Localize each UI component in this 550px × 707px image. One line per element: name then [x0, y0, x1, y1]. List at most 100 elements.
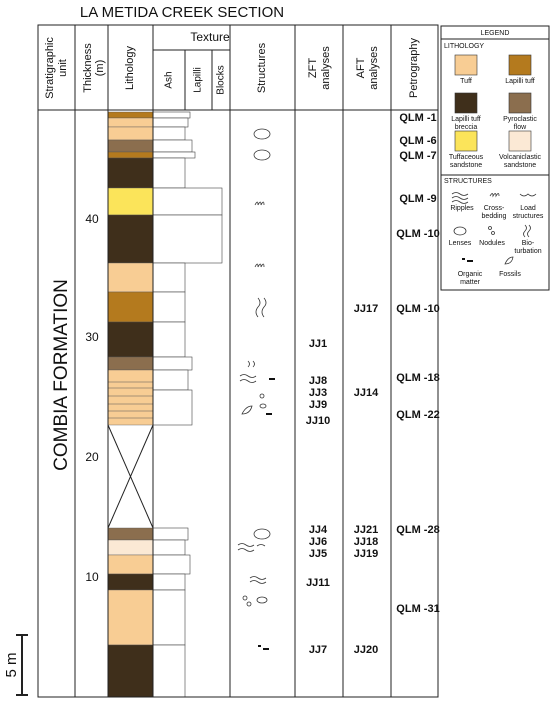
- legend-swatch: [508, 92, 532, 114]
- legend-label: sandstone: [504, 162, 536, 169]
- header-unit: Stratigraphic: [44, 37, 56, 99]
- legend-label: Lapilli tuff: [451, 116, 481, 123]
- legend-label: flow: [514, 124, 527, 131]
- layer: [107, 539, 154, 556]
- legend-label: Tuff: [460, 78, 472, 85]
- legend-label: Lapilli tuff: [505, 78, 535, 85]
- layer: [107, 151, 154, 159]
- layer: [107, 214, 154, 264]
- aft-sample: JJ20: [354, 644, 378, 656]
- header-texture: Texture: [190, 30, 230, 44]
- zft-sample: JJ11: [306, 577, 330, 589]
- thickness-tick: 20: [85, 450, 99, 464]
- layer: [107, 644, 154, 698]
- texture-bed: [152, 111, 191, 119]
- texture-bed: [152, 139, 193, 153]
- legend-label: structures: [513, 213, 544, 220]
- header-lithology: Lithology: [124, 45, 136, 90]
- layer: [107, 187, 154, 216]
- legend-label: Lenses: [449, 240, 472, 247]
- legend-label: Tuffaceous: [449, 154, 484, 161]
- texture-column: [152, 111, 223, 698]
- header-aft: analyses: [368, 46, 380, 90]
- legend-label: Bio-: [522, 240, 535, 247]
- organic-matter: [258, 378, 275, 650]
- layer: [107, 117, 154, 128]
- header-zft: analyses: [320, 46, 332, 90]
- petrography-sample: QLM -9: [399, 193, 436, 205]
- texture-bed: [152, 589, 186, 646]
- legend-swatch: [508, 130, 532, 152]
- legend-label: Ripples: [450, 205, 474, 212]
- scale-label: 5 m: [3, 652, 20, 677]
- petrography-sample: QLM -6: [399, 135, 436, 147]
- legend: LEGEND LITHOLOGY Tuff Lapilli tuff Lapilli t…: [440, 25, 550, 291]
- legend-label: Fossils: [499, 271, 521, 278]
- zft-sample: JJ1: [309, 338, 327, 350]
- legend-swatch: [508, 54, 532, 76]
- layer: [107, 369, 154, 426]
- aft-sample: JJ17: [354, 303, 378, 315]
- header-texture-sub: Blocks: [216, 65, 227, 94]
- header-unit: unit: [57, 59, 69, 77]
- texture-bed: [152, 151, 196, 159]
- layer: [107, 139, 154, 153]
- texture-bed: [152, 157, 186, 189]
- texture-bed: [152, 573, 186, 591]
- header-aft: AFT: [355, 57, 367, 78]
- texture-bed: [152, 262, 186, 293]
- texture-bed: [152, 291, 186, 323]
- layer: [107, 589, 154, 646]
- header-structures: Structures: [256, 42, 268, 93]
- petrography-sample: QLM -18: [396, 372, 439, 384]
- texture-bed: [152, 527, 189, 541]
- legend-section: LITHOLOGY: [444, 43, 484, 50]
- layer: [107, 356, 154, 371]
- aft-sample: JJ21: [354, 524, 378, 536]
- layer: [107, 527, 154, 541]
- thickness-tick: 10: [85, 570, 99, 584]
- aft-sample: JJ19: [354, 548, 378, 560]
- title: LA METIDA CREEK SECTION: [80, 4, 284, 21]
- zft-sample: JJ9: [309, 399, 327, 411]
- legend-label: Load: [520, 205, 536, 212]
- legend-label: Pyroclastic: [503, 116, 537, 123]
- legend-label: breccia: [455, 124, 478, 131]
- header-zft: ZFT: [307, 58, 319, 78]
- petrography-sample: QLM -7: [399, 150, 436, 162]
- legend-label: turbation: [514, 248, 541, 255]
- texture-bed: [152, 644, 186, 698]
- legend-swatch: [454, 54, 478, 76]
- aft-sample: JJ18: [354, 536, 378, 548]
- petrography-sample: QLM -1: [399, 112, 436, 124]
- texture-bed: [152, 389, 193, 426]
- legend-label: Volcaniclastic: [499, 154, 542, 161]
- zft-sample: JJ7: [309, 644, 327, 656]
- header-petrography: Petrography: [408, 38, 420, 98]
- texture-bed: [152, 369, 189, 391]
- zft-sample: JJ6: [309, 536, 327, 548]
- zft-sample: JJ3: [309, 387, 327, 399]
- petrography-sample: QLM -10: [396, 303, 439, 315]
- aft-sample: JJ14: [354, 387, 379, 399]
- texture-bed: [152, 356, 193, 371]
- layer: [107, 262, 154, 293]
- zft-sample: JJ5: [309, 548, 327, 560]
- header: Stratigraphic unit Thickness (m) Lithology Te…: [44, 30, 420, 584]
- zft-sample: JJ8: [309, 375, 327, 387]
- layer: [107, 291, 154, 323]
- legend-label: sandstone: [450, 162, 482, 169]
- layer: [107, 573, 154, 591]
- layer: [107, 157, 154, 189]
- header-thickness: Thickness: [82, 43, 94, 93]
- texture-bed: [152, 187, 223, 216]
- zft-sample: JJ10: [306, 415, 330, 427]
- petrography-sample: QLM -22: [396, 409, 439, 421]
- legend-section: STRUCTURES: [444, 178, 492, 185]
- texture-bed: [152, 214, 223, 264]
- texture-bed: [152, 126, 186, 141]
- lithology-column: [107, 111, 154, 698]
- layer: [107, 111, 154, 119]
